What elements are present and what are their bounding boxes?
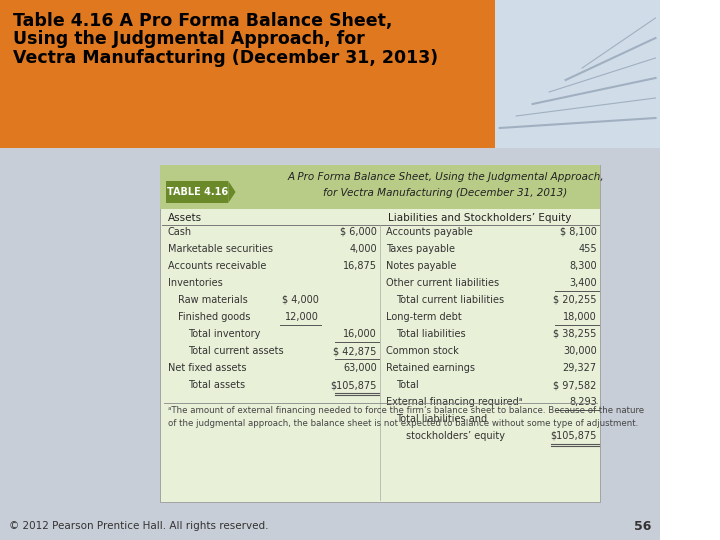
Text: Finished goods: Finished goods bbox=[178, 312, 251, 322]
Text: 30,000: 30,000 bbox=[563, 346, 597, 356]
Text: Taxes payable: Taxes payable bbox=[386, 244, 455, 254]
Text: 63,000: 63,000 bbox=[343, 363, 377, 373]
Text: Long-term debt: Long-term debt bbox=[386, 312, 462, 322]
Text: Total current assets: Total current assets bbox=[188, 346, 284, 356]
Text: Retained earnings: Retained earnings bbox=[386, 363, 475, 373]
Text: Total assets: Total assets bbox=[188, 380, 245, 390]
Polygon shape bbox=[228, 181, 235, 203]
Text: $ 6,000: $ 6,000 bbox=[340, 227, 377, 237]
Text: 12,000: 12,000 bbox=[285, 312, 319, 322]
Text: ᵃThe amount of external financing needed to force the firm’s balance sheet to ba: ᵃThe amount of external financing needed… bbox=[168, 406, 644, 428]
Text: Accounts receivable: Accounts receivable bbox=[168, 261, 266, 271]
Text: $105,875: $105,875 bbox=[330, 380, 377, 390]
Bar bbox=[161, 165, 600, 502]
Text: Assets: Assets bbox=[168, 213, 202, 223]
Text: Notes payable: Notes payable bbox=[386, 261, 456, 271]
Bar bbox=[495, 0, 660, 148]
Text: stockholders’ equity: stockholders’ equity bbox=[406, 431, 505, 441]
Text: 3,400: 3,400 bbox=[570, 278, 597, 288]
Text: 16,875: 16,875 bbox=[343, 261, 377, 271]
FancyBboxPatch shape bbox=[166, 181, 228, 203]
Text: $ 42,875: $ 42,875 bbox=[333, 346, 377, 356]
Text: for Vectra Manufacturing (December 31, 2013): for Vectra Manufacturing (December 31, 2… bbox=[323, 188, 567, 198]
Text: Inventories: Inventories bbox=[168, 278, 222, 288]
Text: Accounts payable: Accounts payable bbox=[386, 227, 473, 237]
Text: Total liabilities and: Total liabilities and bbox=[396, 414, 487, 424]
Text: 56: 56 bbox=[634, 519, 651, 532]
Text: Raw materials: Raw materials bbox=[178, 295, 248, 305]
Text: $ 20,255: $ 20,255 bbox=[553, 295, 597, 305]
Text: External financing requiredᵃ: External financing requiredᵃ bbox=[386, 397, 523, 407]
Text: Cash: Cash bbox=[168, 227, 192, 237]
Text: Common stock: Common stock bbox=[386, 346, 459, 356]
Text: Marketable securities: Marketable securities bbox=[168, 244, 273, 254]
Text: 8,293: 8,293 bbox=[569, 397, 597, 407]
Text: Table 4.16 A Pro Forma Balance Sheet,: Table 4.16 A Pro Forma Balance Sheet, bbox=[13, 12, 392, 30]
Text: 8,300: 8,300 bbox=[570, 261, 597, 271]
Text: $ 38,255: $ 38,255 bbox=[554, 329, 597, 339]
Text: 18,000: 18,000 bbox=[563, 312, 597, 322]
Bar bbox=[0, 0, 660, 148]
Text: Liabilities and Stockholders’ Equity: Liabilities and Stockholders’ Equity bbox=[388, 213, 571, 223]
Text: Net fixed assets: Net fixed assets bbox=[168, 363, 246, 373]
Text: Vectra Manufacturing (December 31, 2013): Vectra Manufacturing (December 31, 2013) bbox=[13, 49, 438, 67]
Text: TABLE 4.16: TABLE 4.16 bbox=[166, 187, 228, 197]
Text: Total liabilities: Total liabilities bbox=[396, 329, 466, 339]
Text: Using the Judgmental Approach, for: Using the Judgmental Approach, for bbox=[13, 30, 364, 48]
Text: © 2012 Pearson Prentice Hall. All rights reserved.: © 2012 Pearson Prentice Hall. All rights… bbox=[9, 521, 269, 531]
Text: Total: Total bbox=[396, 380, 419, 390]
Bar bbox=[0, 512, 660, 540]
Text: A Pro Forma Balance Sheet, Using the Judgmental Approach,: A Pro Forma Balance Sheet, Using the Jud… bbox=[287, 172, 604, 182]
Text: $ 97,582: $ 97,582 bbox=[554, 380, 597, 390]
Text: Other current liabilities: Other current liabilities bbox=[386, 278, 499, 288]
Text: 29,327: 29,327 bbox=[562, 363, 597, 373]
Text: 16,000: 16,000 bbox=[343, 329, 377, 339]
Text: $ 4,000: $ 4,000 bbox=[282, 295, 319, 305]
Text: Total current liabilities: Total current liabilities bbox=[396, 295, 504, 305]
Text: $105,875: $105,875 bbox=[550, 431, 597, 441]
Bar bbox=[0, 148, 660, 512]
Text: 455: 455 bbox=[578, 244, 597, 254]
Text: $ 8,100: $ 8,100 bbox=[560, 227, 597, 237]
Text: Total inventory: Total inventory bbox=[188, 329, 261, 339]
Text: 4,000: 4,000 bbox=[349, 244, 377, 254]
Bar bbox=[161, 165, 600, 209]
